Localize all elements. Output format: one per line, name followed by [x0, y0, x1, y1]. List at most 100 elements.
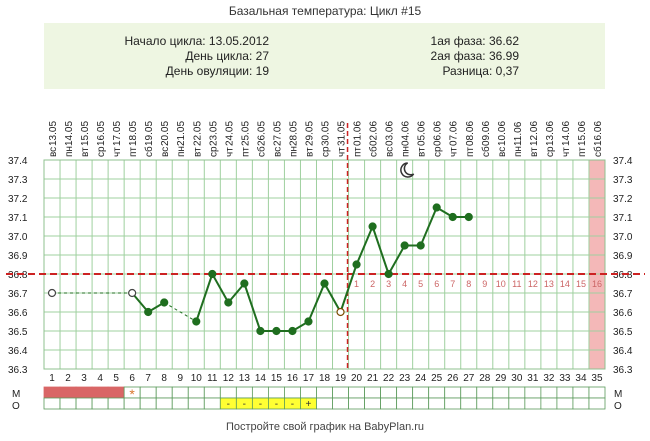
day-number-label: 34 [575, 373, 587, 384]
temp-line [419, 207, 438, 246]
y-tick-label-left: 37.2 [8, 194, 28, 205]
day-number-label: 31 [527, 373, 539, 384]
day-number-label: 1 [49, 373, 55, 384]
m-row-cell [251, 386, 269, 399]
o-row-cell [444, 397, 462, 410]
m-row-cell [171, 386, 189, 399]
date-label: 16.06 [593, 121, 604, 146]
y-tick-label-left: 36.5 [8, 327, 28, 338]
weekday-label: ср [321, 146, 332, 157]
weekday-label: пт [577, 147, 588, 157]
footer-link-text[interactable]: Постройте свой график на BabyPlan.ru [225, 421, 425, 433]
o-row-cell [588, 397, 606, 410]
m-row-cell [460, 386, 478, 399]
m-row-cell [219, 386, 237, 399]
o-row-cell [492, 397, 510, 410]
date-label: 05.06 [417, 121, 428, 146]
o-row-cell [139, 397, 157, 410]
m-row-cell [380, 386, 398, 399]
y-tick-label-right: 37.4 [613, 156, 633, 167]
plot-border [43, 159, 606, 370]
phase2-day-number: 1 [354, 279, 359, 289]
date-label: 15.06 [577, 121, 588, 146]
weekday-label: пт [240, 147, 251, 157]
temp-line [243, 283, 262, 332]
y-tick-label-right: 37.3 [613, 175, 633, 186]
cycle-day-text: День цикла: 27 [185, 49, 269, 63]
temp-point [352, 260, 361, 269]
temp-point [448, 212, 457, 222]
date-label: 24.05 [224, 121, 235, 146]
temp-point [464, 212, 473, 222]
m-row-cell [91, 386, 109, 399]
temp-point [416, 241, 425, 250]
weekday-label: сб [143, 146, 155, 157]
day-number-label: 22 [383, 373, 395, 384]
m-row-cell [284, 386, 301, 399]
weekday-label: пн [513, 146, 524, 157]
date-label: 29.05 [304, 121, 315, 146]
o-row-mark: + [306, 399, 312, 410]
day-number-label: 28 [479, 373, 491, 384]
day-number-label: 15 [271, 373, 283, 384]
day-number-label: 6 [129, 373, 135, 384]
weekday-label: сб [480, 146, 492, 157]
m-row-cell [428, 386, 446, 399]
day-number-label: 5 [113, 373, 119, 384]
m-row-cell [332, 386, 349, 399]
temp-line [323, 283, 342, 313]
day-number-label: 18 [319, 373, 331, 384]
m-row-cell [300, 386, 317, 399]
weekday-label: ср [545, 146, 556, 157]
weekday-label: чт [561, 147, 572, 157]
day-number-label: 19 [335, 373, 347, 384]
y-tick-label-right: 37.2 [613, 194, 633, 205]
phase2-day-number: 16 [592, 279, 602, 289]
day-number-label: 30 [511, 373, 523, 384]
weekday-label: вс [160, 147, 171, 157]
m-row-cell [572, 386, 590, 399]
temp-point [47, 288, 57, 298]
date-label: 13.06 [545, 121, 556, 146]
o-row-mark: - [259, 399, 262, 410]
temp-line-dashed [163, 302, 197, 322]
y-tick-label-right: 36.8 [613, 270, 633, 281]
day-number-label: 35 [591, 373, 603, 384]
weekday-label: пн [401, 146, 412, 157]
asterisk-icon: * [129, 386, 135, 402]
o-row-cell [155, 397, 173, 410]
o-row-cell [75, 397, 93, 410]
m-row-cell [43, 386, 61, 399]
weekday-label: вс [48, 147, 59, 157]
temp-point [336, 307, 345, 317]
m-row-cell [155, 386, 173, 399]
day-number-label: 14 [255, 373, 267, 384]
temp-point [240, 279, 249, 288]
m-row-cell [139, 386, 157, 399]
day-number-label: 32 [543, 373, 555, 384]
future-day-band [588, 160, 605, 369]
m-row-cell [396, 386, 414, 399]
date-label: 18.05 [128, 121, 139, 146]
day-number-label: 16 [287, 373, 299, 384]
date-label: 30.05 [321, 121, 332, 146]
date-label: 08.06 [465, 121, 476, 146]
m-row-cell [203, 386, 221, 399]
date-label: 04.06 [401, 121, 412, 146]
weekday-label: вт [192, 147, 203, 157]
phase2-day-number: 4 [402, 279, 407, 289]
date-label: 16.05 [96, 121, 107, 146]
m-row-cell [492, 386, 510, 399]
day-number-label: 23 [399, 373, 411, 384]
row-label-m-left: М [12, 389, 20, 400]
date-label: 02.06 [369, 121, 380, 146]
o-row-mark: - [275, 399, 278, 410]
temp-point [192, 317, 201, 326]
date-label: 21.05 [176, 121, 187, 146]
y-tick-label-right: 36.4 [613, 346, 633, 357]
o-row-cell [540, 397, 558, 410]
m-row-cell [187, 386, 205, 399]
date-label: 28.05 [288, 121, 299, 146]
phase2-day-number: 8 [466, 279, 471, 289]
phase2-day-number: 5 [418, 279, 423, 289]
